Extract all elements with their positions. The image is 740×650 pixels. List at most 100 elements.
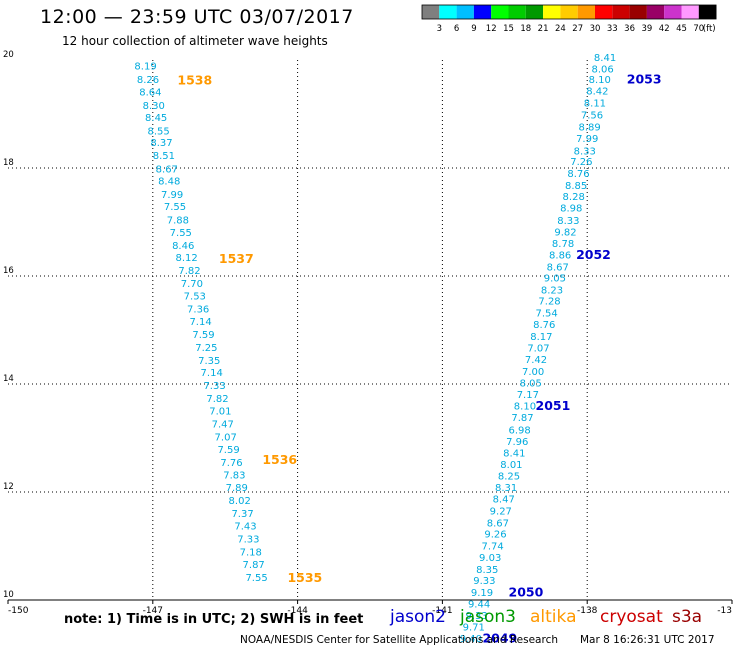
chart-axes: -150 -147 -144 -141 -138 -13 10 12 14 16 18 20 <box>3 50 733 616</box>
legend-tick-label: 42 <box>659 24 670 34</box>
y-tick-label: 16 <box>3 266 14 276</box>
data-point-label: 9.33 <box>473 576 495 587</box>
satellite-label-altika: altika <box>530 607 577 627</box>
data-point-label: 8.31 <box>495 483 517 494</box>
data-point-label: 7.87 <box>243 560 265 571</box>
footer-timestamp: Mar 8 16:26:31 UTC 2017 <box>580 634 715 646</box>
track-number-label: 1535 <box>287 570 322 585</box>
data-point-label: 7.07 <box>215 432 237 443</box>
data-point-label: 8.02 <box>229 496 251 507</box>
legend-swatch <box>595 5 613 19</box>
data-point-label: 7.56 <box>581 111 603 122</box>
data-point-label: 9.03 <box>479 553 501 564</box>
data-point-label: 8.12 <box>175 253 197 264</box>
data-point-label: 8.28 <box>563 192 585 203</box>
track-labels: 1538 1537 1536 1535 2053 2052 2051 2050 2049 <box>177 71 661 645</box>
legend-tick-label: 39 <box>641 24 652 34</box>
data-point-label: 7.33 <box>237 535 259 546</box>
data-point-label: 8.64 <box>139 87 161 98</box>
legend-swatch <box>473 5 492 19</box>
data-point-label: 7.59 <box>217 445 239 456</box>
data-point-label: 7.55 <box>170 228 192 239</box>
track-number-label: 1538 <box>177 73 212 88</box>
data-point-label: 7.82 <box>178 266 200 277</box>
legend-swatch <box>525 5 544 19</box>
data-point-label: 8.47 <box>493 495 515 506</box>
legend-tick-label: 12 <box>486 24 497 34</box>
legend-tick-label: 27 <box>572 24 583 34</box>
data-point-label: 9.71 <box>463 623 485 634</box>
legend-swatch <box>560 5 578 19</box>
data-point-label: 7.14 <box>189 317 211 328</box>
data-point-label: 8.46 <box>172 241 194 252</box>
data-point-label: 8.10 <box>514 402 536 413</box>
data-point-label: 8.85 <box>565 181 587 192</box>
satellite-label-s3a: s3a <box>672 607 703 627</box>
legend-swatch <box>422 5 440 19</box>
data-point-label: 8.55 <box>147 126 169 137</box>
legend-swatch <box>577 5 595 19</box>
data-point-label: 9.27 <box>490 506 512 517</box>
wave-height-points: 8.198.268.648.308.458.558.378.518.678.48… <box>134 53 616 645</box>
y-tick-label: 12 <box>3 482 14 492</box>
data-point-label: 8.76 <box>567 169 589 180</box>
chart-grid <box>8 60 732 600</box>
data-point-label: 8.10 <box>589 75 611 86</box>
data-point-label: 7.89 <box>226 483 248 494</box>
data-point-label: 7.14 <box>201 368 223 379</box>
legend-swatch <box>491 5 509 19</box>
satellite-label-jason3: jason3 <box>460 607 516 627</box>
data-point-label: 7.01 <box>209 407 231 418</box>
data-point-label: 8.51 <box>153 151 175 162</box>
data-point-label: 7.25 <box>195 343 217 354</box>
data-point-label: 8.33 <box>557 216 579 227</box>
x-tick-label: -138 <box>577 606 598 616</box>
data-point-label: 7.07 <box>527 343 549 354</box>
legend-swatch <box>456 5 474 19</box>
data-point-label: 8.35 <box>476 565 498 576</box>
data-point-label: 7.33 <box>203 381 225 392</box>
data-point-label: 7.28 <box>538 296 560 307</box>
legend-unit-label: (ft) <box>703 24 716 34</box>
data-point-label: 9.44 <box>468 599 490 610</box>
data-point-label: 8.45 <box>145 113 167 124</box>
x-tick-label: -150 <box>8 606 29 616</box>
data-point-label: 8.25 <box>498 471 520 482</box>
data-point-label: 7.96 <box>506 437 528 448</box>
track-number-label: 2053 <box>627 71 662 86</box>
data-point-label: 9.82 <box>554 227 576 238</box>
data-point-label: 7.74 <box>481 542 503 553</box>
data-point-label: 7.82 <box>206 394 228 405</box>
legend-swatch <box>646 5 665 19</box>
data-point-label: 9.26 <box>484 530 506 541</box>
data-point-label: 8.17 <box>530 332 552 343</box>
legend-swatch <box>612 5 630 19</box>
legend-swatch <box>681 5 699 19</box>
data-point-label: 9.40 <box>460 634 482 645</box>
legend-tick-label: 18 <box>520 24 531 34</box>
legend-swatch <box>439 5 457 19</box>
y-tick-label: 10 <box>3 590 14 600</box>
data-point-label: 8.76 <box>533 320 555 331</box>
y-tick-label: 20 <box>3 50 14 60</box>
color-scale-legend: 3 6 9 12 15 18 21 24 27 30 33 36 39 42 45 70(ft) <box>421 4 717 34</box>
track-number-label: 2050 <box>509 584 544 599</box>
page-title: 12:00 — 23:59 UTC 03/07/2017 <box>40 6 354 28</box>
data-point-label: 8.05 <box>520 378 542 389</box>
data-point-label: 8.41 <box>594 53 616 64</box>
legend-swatch <box>508 5 526 19</box>
legend-tick-label: 9 <box>471 24 476 34</box>
track-number-label: 2051 <box>536 398 571 413</box>
legend-tick-label: 45 <box>676 24 687 34</box>
footer-note: note: 1) Time is in UTC; 2) SWH is in fe… <box>64 612 364 627</box>
legend-frame <box>421 4 717 20</box>
data-point-label: 8.01 <box>500 460 522 471</box>
data-point-label: 8.41 <box>503 449 525 460</box>
data-point-label: 7.55 <box>245 573 267 584</box>
data-point-label: 8.67 <box>156 165 178 176</box>
data-point-label: 8.30 <box>143 101 165 112</box>
data-point-label: 7.59 <box>192 330 214 341</box>
data-point-label: 6.98 <box>508 425 530 436</box>
data-point-label: 7.83 <box>223 470 245 481</box>
data-point-label: 7.99 <box>161 190 183 201</box>
